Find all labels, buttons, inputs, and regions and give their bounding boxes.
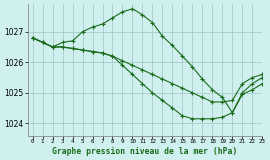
X-axis label: Graphe pression niveau de la mer (hPa): Graphe pression niveau de la mer (hPa) xyxy=(52,147,238,156)
